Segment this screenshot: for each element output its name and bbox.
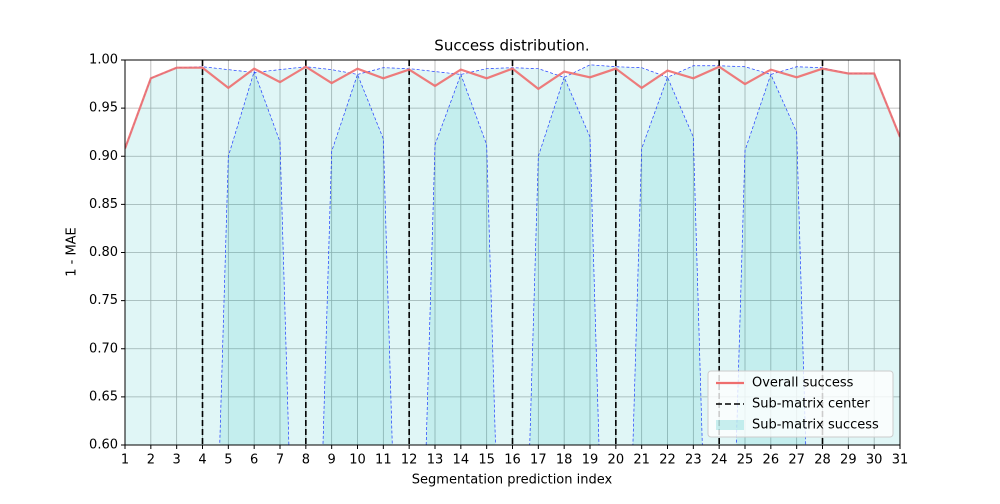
- legend-box: [707, 370, 894, 438]
- x-tick-label: 24: [711, 453, 728, 468]
- x-tick-label: 15: [478, 453, 495, 468]
- x-tick-label: 5: [224, 453, 232, 468]
- y-tick-label: 0.95: [89, 101, 118, 116]
- x-tick-label: 4: [198, 453, 206, 468]
- x-tick-label: 14: [453, 453, 470, 468]
- x-tick-label: 2: [147, 453, 155, 468]
- x-tick-label: 7: [276, 453, 284, 468]
- submatrix-area: [202, 71, 823, 445]
- x-tick-label: 20: [608, 453, 625, 468]
- y-tick-label: 0.65: [89, 389, 118, 404]
- x-tick-label: 30: [866, 453, 883, 468]
- legend-label: Overall success: [752, 376, 854, 391]
- y-tick-label: 0.80: [89, 245, 118, 260]
- y-tick-label: 0.60: [89, 438, 118, 453]
- y-axis-label: 1 - MAE: [65, 227, 80, 277]
- x-tick-label: 6: [250, 453, 258, 468]
- x-tick-label: 8: [302, 453, 310, 468]
- plot-area: [125, 60, 900, 445]
- legend-label: Sub-matrix center: [752, 397, 870, 412]
- x-tick-label: 21: [633, 453, 650, 468]
- y-tick-label: 0.70: [89, 341, 118, 356]
- x-tick-label: 9: [328, 453, 336, 468]
- chart-title: Success distribution.: [434, 37, 589, 55]
- x-tick-label: 18: [556, 453, 573, 468]
- y-tick-label: 0.90: [89, 149, 118, 164]
- x-tick-label: 26: [763, 453, 780, 468]
- x-tick-label: 12: [401, 453, 418, 468]
- x-tick-label: 27: [788, 453, 805, 468]
- x-tick-label: 11: [375, 453, 392, 468]
- plot-frame: [124, 59, 901, 446]
- x-tick-label: 10: [349, 453, 366, 468]
- legend-swatch: [716, 420, 744, 430]
- x-tick-label: 1: [121, 453, 129, 468]
- x-tick-label: 28: [814, 453, 831, 468]
- x-tick-label: 3: [173, 453, 181, 468]
- y-tick-label: 1.00: [89, 53, 118, 68]
- x-tick-label: 17: [530, 453, 547, 468]
- x-tick-label: 19: [582, 453, 599, 468]
- y-tick-label: 0.75: [89, 293, 118, 308]
- series-line: [125, 65, 900, 149]
- x-tick-label: 22: [659, 453, 676, 468]
- x-tick-label: 13: [427, 453, 444, 468]
- x-axis-label: Segmentation prediction index: [412, 473, 613, 488]
- x-tick-label: 16: [504, 453, 521, 468]
- x-tick-label: 31: [892, 453, 909, 468]
- x-tick-label: 29: [840, 453, 857, 468]
- x-tick-label: 25: [737, 453, 754, 468]
- x-tick-label: 23: [685, 453, 702, 468]
- y-tick-label: 0.85: [89, 197, 118, 212]
- legend-label: Sub-matrix success: [752, 418, 879, 433]
